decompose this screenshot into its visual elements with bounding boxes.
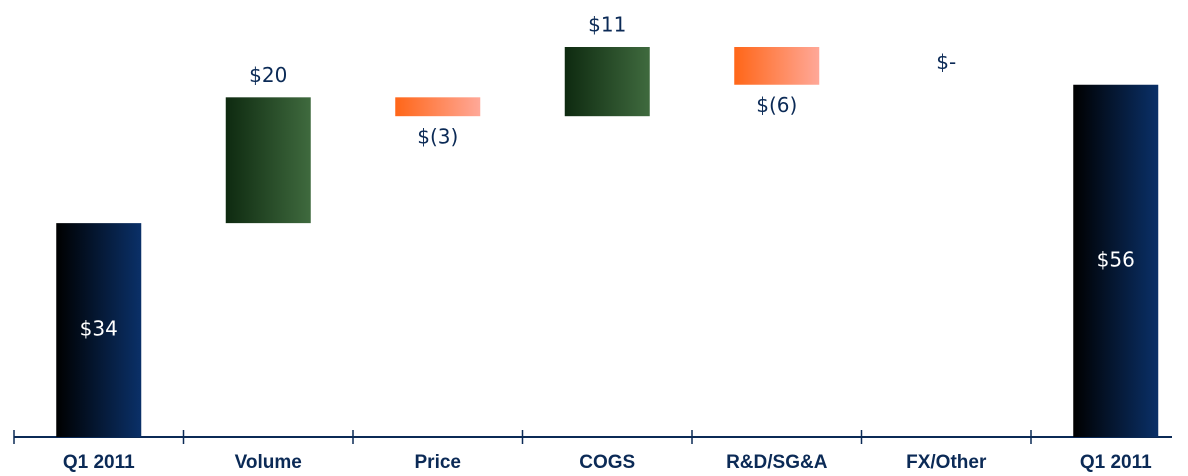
value-label: $(6) — [756, 93, 797, 117]
bar — [395, 97, 481, 117]
x-tick-label: Volume — [235, 452, 302, 473]
bar — [564, 47, 650, 117]
bar — [56, 223, 142, 437]
x-tick-label: Q1 2011 — [1080, 452, 1152, 473]
value-label: $(3) — [417, 125, 458, 149]
value-label: $20 — [249, 63, 287, 87]
x-tick-label: COGS — [579, 452, 635, 473]
bar — [1073, 84, 1159, 437]
value-label: $34 — [80, 317, 118, 341]
value-label: $11 — [588, 13, 626, 37]
value-label: $56 — [1097, 247, 1135, 271]
bar — [225, 97, 311, 224]
value-label: $- — [936, 50, 956, 74]
x-tick-label: FX/Other — [906, 452, 987, 473]
x-tick-label: Price — [415, 452, 461, 473]
x-tick-label: R&D/SG&A — [726, 452, 828, 473]
bar — [734, 47, 820, 85]
x-tick-label: Q1 2011 — [63, 452, 135, 473]
